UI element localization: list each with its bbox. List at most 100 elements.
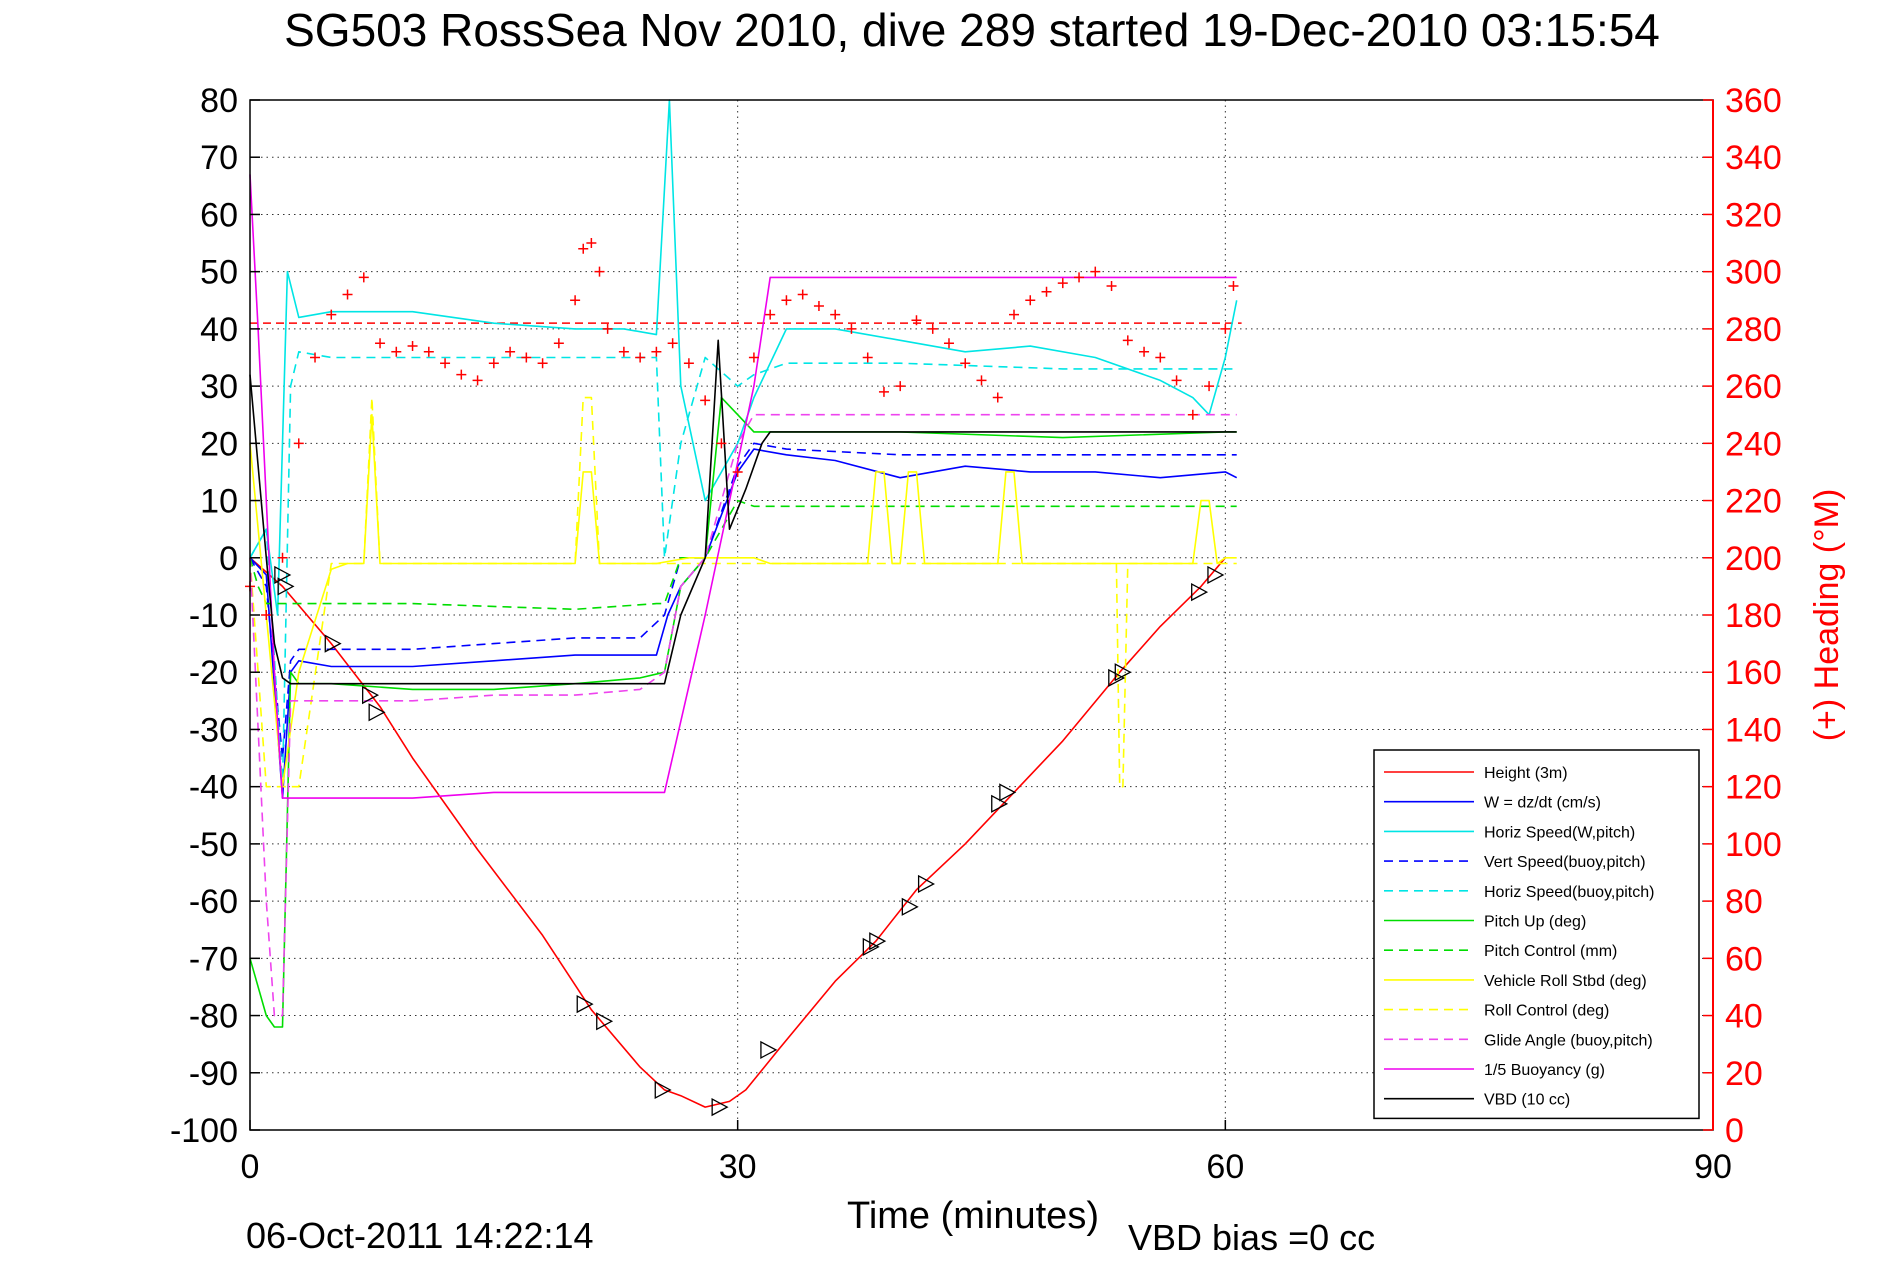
heading-point <box>862 352 873 363</box>
x-tick-label: 30 <box>719 1148 757 1186</box>
right-tick-label: 260 <box>1725 368 1782 406</box>
heading-point <box>602 323 613 334</box>
right-tick-label: 200 <box>1725 540 1782 578</box>
triangle-marker <box>869 932 887 951</box>
heading-point <box>521 352 532 363</box>
x-tick-label: 60 <box>1206 1148 1244 1186</box>
y-tick-label: -60 <box>189 883 238 921</box>
series-line <box>249 557 1226 1108</box>
x-tick-label: 90 <box>1694 1148 1732 1186</box>
triangle-marker <box>362 686 380 705</box>
heading-point <box>618 346 629 357</box>
triangle-marker <box>760 1040 778 1059</box>
legend-label: Pitch Control (mm) <box>1484 943 1617 960</box>
heading-point <box>813 301 824 311</box>
right-tick-label: 140 <box>1725 711 1782 749</box>
heading-point <box>456 369 467 380</box>
heading-point <box>407 341 418 352</box>
legend-label: W = dz/dt (cm/s) <box>1484 795 1601 812</box>
right-tick-label: 340 <box>1725 139 1782 177</box>
heading-point <box>440 358 451 369</box>
heading-point <box>537 358 548 369</box>
right-tick-label: 180 <box>1725 597 1782 635</box>
y-tick-label: 20 <box>200 425 238 463</box>
heading-point <box>1009 309 1020 320</box>
y-axis-label-right: (+) Heading (°M) <box>1808 489 1846 742</box>
heading-point <box>1074 272 1085 283</box>
heading-point <box>716 438 727 449</box>
heading-point <box>1122 335 1133 346</box>
triangle-marker <box>917 874 935 894</box>
right-tick-label: 160 <box>1725 654 1782 692</box>
right-tick-label: 0 <box>1725 1112 1744 1150</box>
y-tick-label: -70 <box>189 940 238 978</box>
heading-point <box>781 295 792 306</box>
triangle-marker <box>576 995 594 1014</box>
triangle-marker <box>901 897 919 916</box>
heading-point <box>846 323 857 334</box>
heading-point <box>1204 381 1215 392</box>
axes: 80706050403020100-10-20-30-40-50-60-70-8… <box>170 82 1782 1186</box>
series-line <box>249 499 1237 611</box>
right-tick-label: 320 <box>1725 196 1782 234</box>
triangle-marker <box>368 703 386 722</box>
series-lines <box>249 99 1238 1108</box>
heading-point <box>342 289 353 300</box>
heading-point <box>1057 278 1068 289</box>
heading-point <box>570 295 581 306</box>
legend-label: 1/5 Buoyancy (g) <box>1484 1062 1605 1079</box>
heading-point <box>635 352 646 363</box>
y-tick-label: 50 <box>200 254 238 292</box>
heading-point <box>732 466 743 477</box>
triangle-marker <box>274 565 292 585</box>
triangle-marker <box>1108 668 1126 688</box>
heading-point <box>1228 280 1239 291</box>
footer-timestamp: 06-Oct-2011 14:22:14 <box>246 1215 594 1256</box>
heading-point <box>423 346 434 357</box>
heading-point <box>358 272 369 283</box>
y-tick-label: -100 <box>170 1112 238 1150</box>
heading-point <box>586 238 597 249</box>
heading-point <box>700 395 711 406</box>
heading-point <box>261 610 272 620</box>
series-line <box>249 174 1237 799</box>
triangle-marker <box>654 1080 672 1100</box>
x-tick-label: 0 <box>241 1148 260 1186</box>
legend-label: VBD (10 cc) <box>1484 1092 1570 1109</box>
y-tick-label: 60 <box>200 196 238 234</box>
heading-point <box>830 309 841 320</box>
heading-point <box>472 375 483 386</box>
heading-point <box>293 438 304 449</box>
series-line <box>249 442 1237 759</box>
y-tick-label: -40 <box>189 769 238 807</box>
y-tick-label: 0 <box>219 540 238 578</box>
right-tick-label: 280 <box>1725 311 1782 349</box>
heading-point <box>748 352 759 363</box>
right-tick-label: 240 <box>1725 425 1782 463</box>
heading-point <box>310 352 321 363</box>
right-tick-label: 60 <box>1725 940 1763 978</box>
right-tick-label: 40 <box>1725 998 1763 1036</box>
y-tick-label: -20 <box>189 654 238 692</box>
legend-label: Pitch Up (deg) <box>1484 914 1586 931</box>
y-tick-label: -10 <box>189 597 238 635</box>
right-tick-label: 20 <box>1725 1055 1763 1093</box>
legend-label: Height (3m) <box>1484 765 1568 782</box>
legend: Height (3m) W = dz/dt (cm/s) Horiz Speed(W… <box>1373 749 1700 1120</box>
triangle-marker <box>711 1098 729 1117</box>
heading-point <box>976 375 987 386</box>
heading-point <box>1139 346 1150 357</box>
heading-point <box>895 381 906 392</box>
y-tick-label: 30 <box>200 368 238 406</box>
heading-point <box>488 358 499 369</box>
heading-point <box>1025 295 1036 306</box>
y-tick-label: -50 <box>189 826 238 864</box>
triangle-marker <box>596 1012 614 1031</box>
footer-vbd-bias: VBD bias =0 cc <box>1128 1217 1375 1258</box>
triangle-marker <box>324 634 342 653</box>
right-tick-label: 80 <box>1725 883 1763 921</box>
legend-label: Glide Angle (buoy,pitch) <box>1484 1032 1653 1049</box>
heading-point <box>911 315 922 326</box>
y-tick-label: -80 <box>189 998 238 1036</box>
series-line <box>249 339 1237 685</box>
